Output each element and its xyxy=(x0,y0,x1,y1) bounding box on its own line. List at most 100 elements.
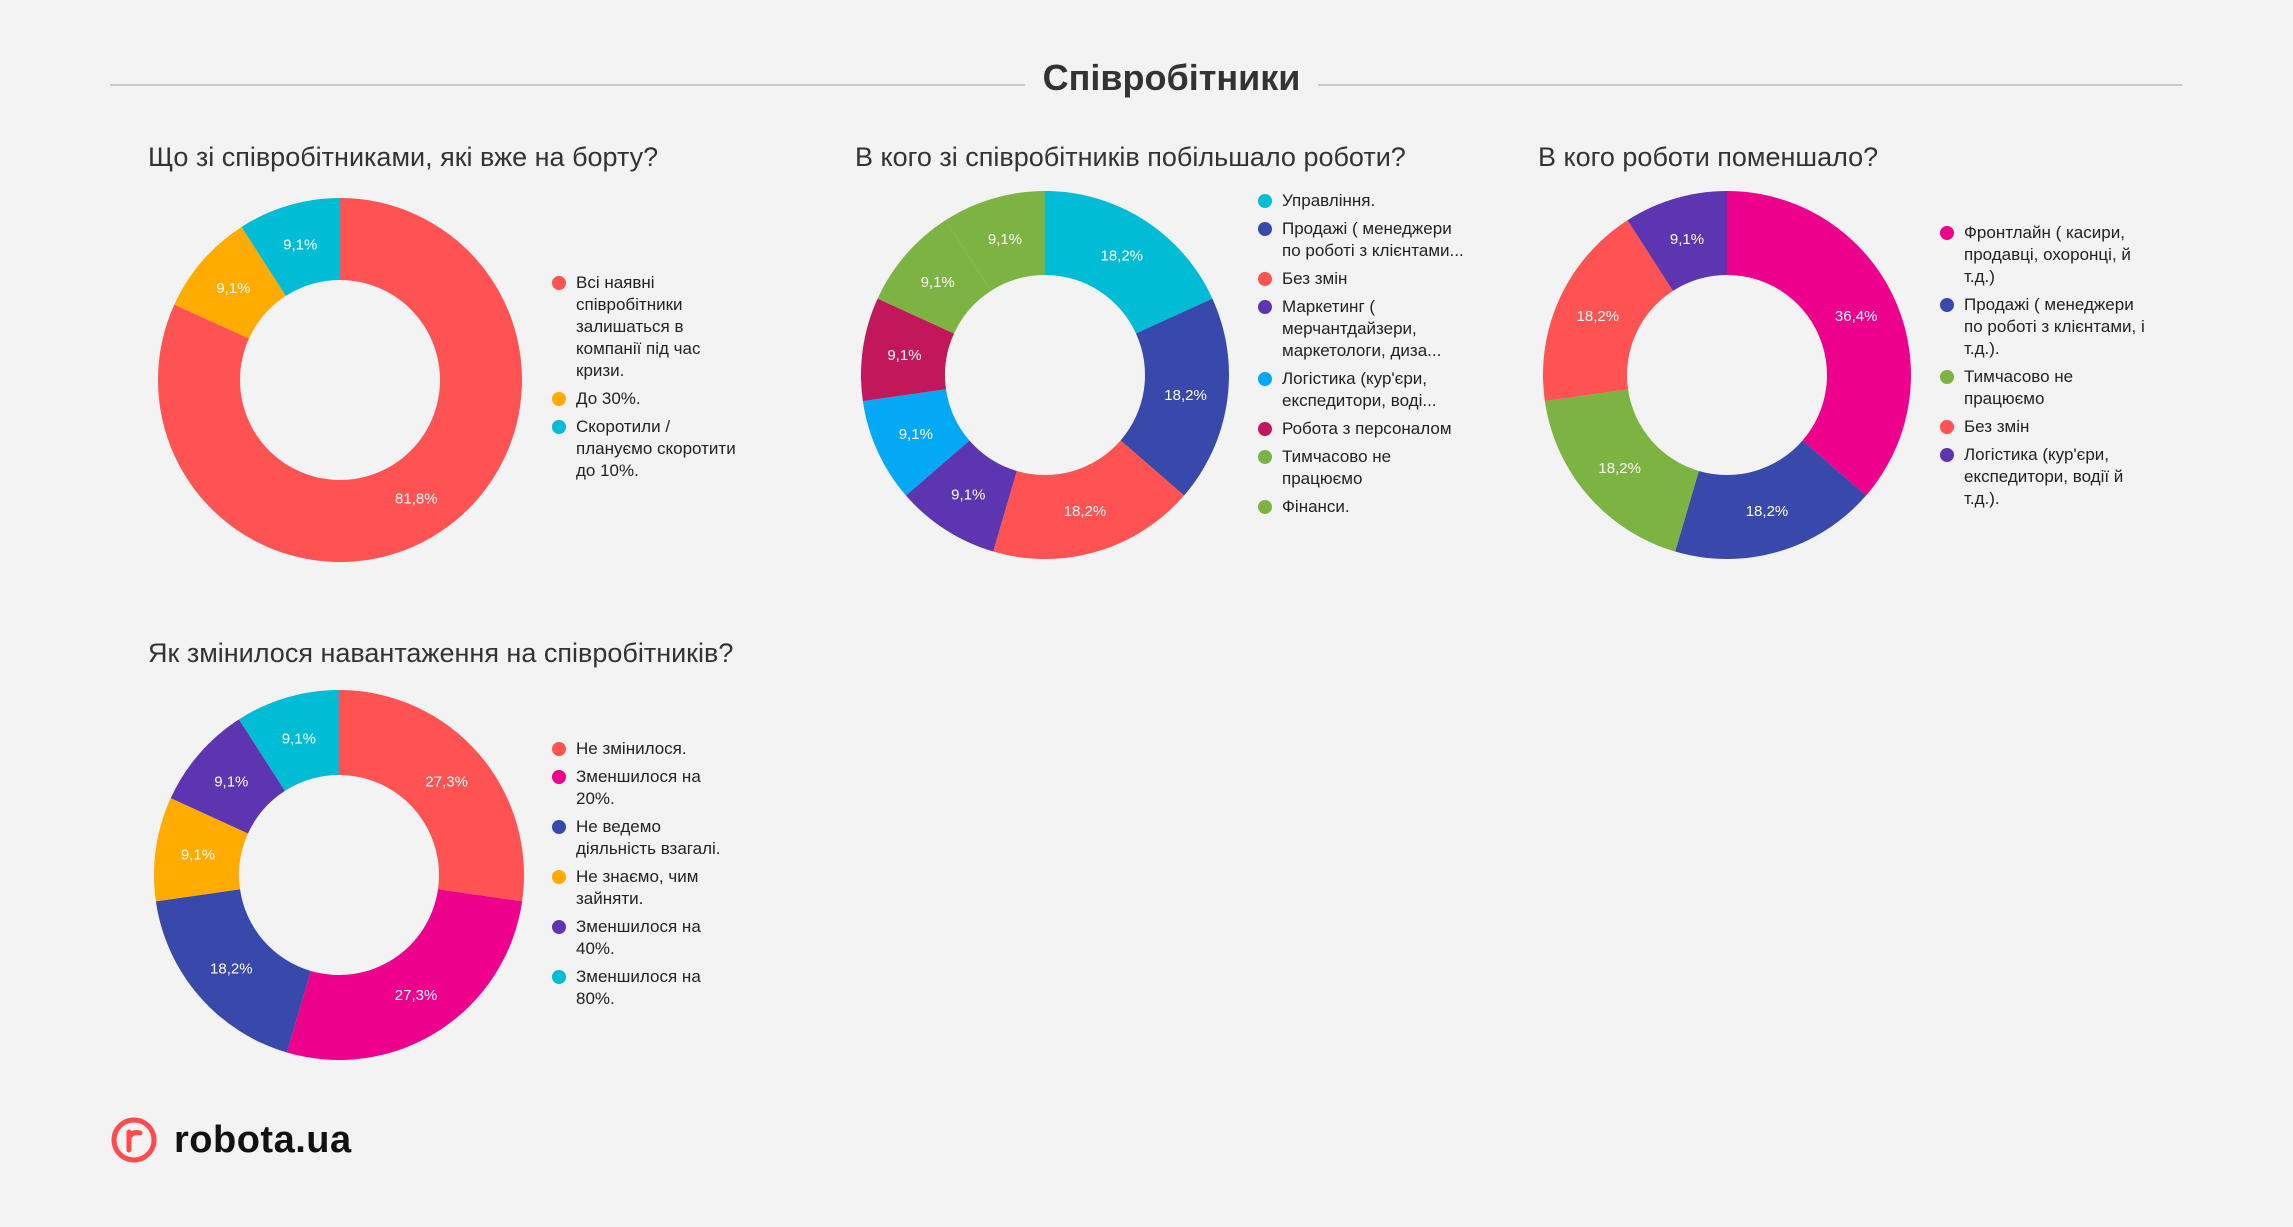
slice-label-2-0: 36,4% xyxy=(1835,308,1878,325)
legend-swatch xyxy=(1258,194,1272,208)
slice-1-5 xyxy=(861,298,955,402)
legend-item: Зменшилося на 20%. xyxy=(552,766,742,810)
legend-label: Фінанси. xyxy=(1282,497,1350,516)
chart-title-less-work: В кого роботи поменшало? xyxy=(1538,142,1879,172)
slice-2-2 xyxy=(1544,389,1699,552)
legend-item: Управління. xyxy=(1258,190,1468,212)
slice-label-3-0: 27,3% xyxy=(425,774,468,791)
legend-item: Без змін xyxy=(1258,268,1468,290)
slice-label-2-4: 9,1% xyxy=(1670,231,1704,248)
slice-label-3-2: 18,2% xyxy=(210,960,253,977)
robota-logo-icon xyxy=(111,1117,157,1163)
legend-onboard: Всі наявні співробітники залишаться в ко… xyxy=(552,272,742,488)
slice-1-3 xyxy=(905,440,1017,552)
legend-label: Зменшилося на 20%. xyxy=(576,767,701,808)
legend-item: Не змінилося. xyxy=(552,738,742,760)
legend-item: Без змін xyxy=(1940,416,2145,438)
legend-item: Зменшилося на 40%. xyxy=(552,916,742,960)
slice-label-2-1: 18,2% xyxy=(1746,503,1789,520)
legend-label: Зменшилося на 80%. xyxy=(576,967,701,1008)
slice-1-7 xyxy=(945,191,1045,291)
chart-title-onboard: Що зі співробітниками, які вже на борту? xyxy=(148,142,659,172)
legend-item: До 30%. xyxy=(552,388,742,410)
legend-workload: Не змінилося. Зменшилося на 20%. Не ведемо… xyxy=(552,738,742,1016)
legend-label: Логістика (кур'єри, експедитори, воді... xyxy=(1282,369,1437,410)
chart-title-more-work: В кого зі співробітників побільшало робо… xyxy=(855,142,1406,172)
legend-swatch xyxy=(1258,450,1272,464)
legend-label: Без змін xyxy=(1282,269,1348,288)
slice-3-2 xyxy=(155,889,311,1053)
slice-0-1 xyxy=(174,226,286,339)
slice-3-4 xyxy=(170,719,285,834)
legend-swatch xyxy=(552,770,566,784)
legend-label: Не ведемо діяльність взагалі. xyxy=(576,817,721,858)
legend-label: Скоротили / плануємо скоротити до 10%. xyxy=(576,417,736,480)
slice-2-4 xyxy=(1627,191,1727,291)
legend-swatch xyxy=(1258,272,1272,286)
slice-label-1-1: 18,2% xyxy=(1164,387,1207,404)
legend-swatch xyxy=(1940,226,1954,240)
legend-item: Скоротили / плануємо скоротити до 10%. xyxy=(552,416,742,482)
slice-label-3-4: 9,1% xyxy=(214,774,248,791)
slice-label-1-5: 9,1% xyxy=(887,347,921,364)
brand-logo: robota.ua xyxy=(110,1116,352,1164)
legend-swatch xyxy=(1258,372,1272,386)
legend-swatch xyxy=(552,276,566,290)
donut-chart-onboard: 81,8% 9,1% 9,1% xyxy=(157,198,522,562)
slice-label-1-3: 9,1% xyxy=(951,486,985,503)
slice-label-3-3: 9,1% xyxy=(181,847,215,864)
slice-label-1-0: 18,2% xyxy=(1100,248,1143,265)
slice-3-1 xyxy=(286,889,523,1060)
slice-1-0 xyxy=(1045,191,1213,334)
slice-1-6 xyxy=(877,220,991,334)
legend-label: Маркетинг ( мерчантдайзери, маркетологи,… xyxy=(1282,297,1442,360)
legend-item: Робота з персоналом xyxy=(1258,418,1468,440)
slice-label-2-2: 18,2% xyxy=(1598,460,1641,477)
legend-label: Робота з персоналом xyxy=(1282,419,1452,438)
slice-label-2-3: 18,2% xyxy=(1577,308,1620,325)
legend-item: Фронтлайн ( касири, продавці, охоронці, … xyxy=(1940,222,2145,288)
legend-swatch xyxy=(552,742,566,756)
legend-item: Продажі ( менеджери по роботі з клієнтам… xyxy=(1258,218,1468,262)
legend-item: Продажі ( менеджери по роботі з клієнтам… xyxy=(1940,294,2145,360)
legend-swatch xyxy=(1258,422,1272,436)
slice-label-0-2: 9,1% xyxy=(283,237,317,254)
legend-item: Маркетинг ( мерчантдайзери, маркетологи,… xyxy=(1258,296,1468,362)
legend-swatch xyxy=(1258,222,1272,236)
legend-item: Фінанси. xyxy=(1258,496,1468,518)
legend-swatch xyxy=(552,870,566,884)
legend-label: Не знаємо, чим зайняти. xyxy=(576,867,699,908)
slice-label-1-7: 9,1% xyxy=(988,231,1022,248)
legend-swatch xyxy=(1940,298,1954,312)
legend-item: Не знаємо, чим зайняти. xyxy=(552,866,742,910)
legend-swatch xyxy=(552,920,566,934)
legend-swatch xyxy=(1940,420,1954,434)
slice-2-0 xyxy=(1727,191,1911,496)
legend-label: До 30%. xyxy=(576,389,641,408)
slice-1-4 xyxy=(862,389,970,496)
slice-3-3 xyxy=(154,798,249,902)
slice-2-3 xyxy=(1543,220,1673,402)
legend-label: Логістика (кур'єри, експедитори, водії й… xyxy=(1964,445,2124,508)
donut-chart-workload: 27,3% 27,3% 18,2% 9,1% 9,1% 9,1% xyxy=(154,690,524,1060)
legend-item: Логістика (кур'єри, експедитори, водії й… xyxy=(1940,444,2145,510)
legend-item: Зменшилося на 80%. xyxy=(552,966,742,1010)
slice-1-1 xyxy=(1120,298,1229,496)
title-rule-right xyxy=(1318,84,2182,86)
slice-1-2 xyxy=(993,440,1185,559)
donut-chart-more-work: 18,2% 18,2% 18,2% 9,1% 9,1% 9,1% 9,1% 9,1% xyxy=(861,191,1229,559)
legend-swatch xyxy=(1940,448,1954,462)
slice-label-3-5: 9,1% xyxy=(282,730,316,747)
legend-label: Всі наявні співробітники залишаться в ко… xyxy=(576,273,701,380)
slice-label-1-6: 9,1% xyxy=(921,274,955,291)
logo-text: robota.ua xyxy=(174,1118,352,1161)
slice-label-0-0: 81,8% xyxy=(395,491,438,508)
legend-swatch xyxy=(552,820,566,834)
legend-label: Фронтлайн ( касири, продавці, охоронці, … xyxy=(1964,223,2131,286)
legend-label: Продажі ( менеджери по роботі з клієнтам… xyxy=(1282,219,1464,260)
legend-swatch xyxy=(552,392,566,406)
legend-label: Не змінилося. xyxy=(576,739,687,758)
chart-title-workload: Як змінилося навантаження на співробітни… xyxy=(148,638,734,668)
title-rule-left xyxy=(110,84,1025,86)
